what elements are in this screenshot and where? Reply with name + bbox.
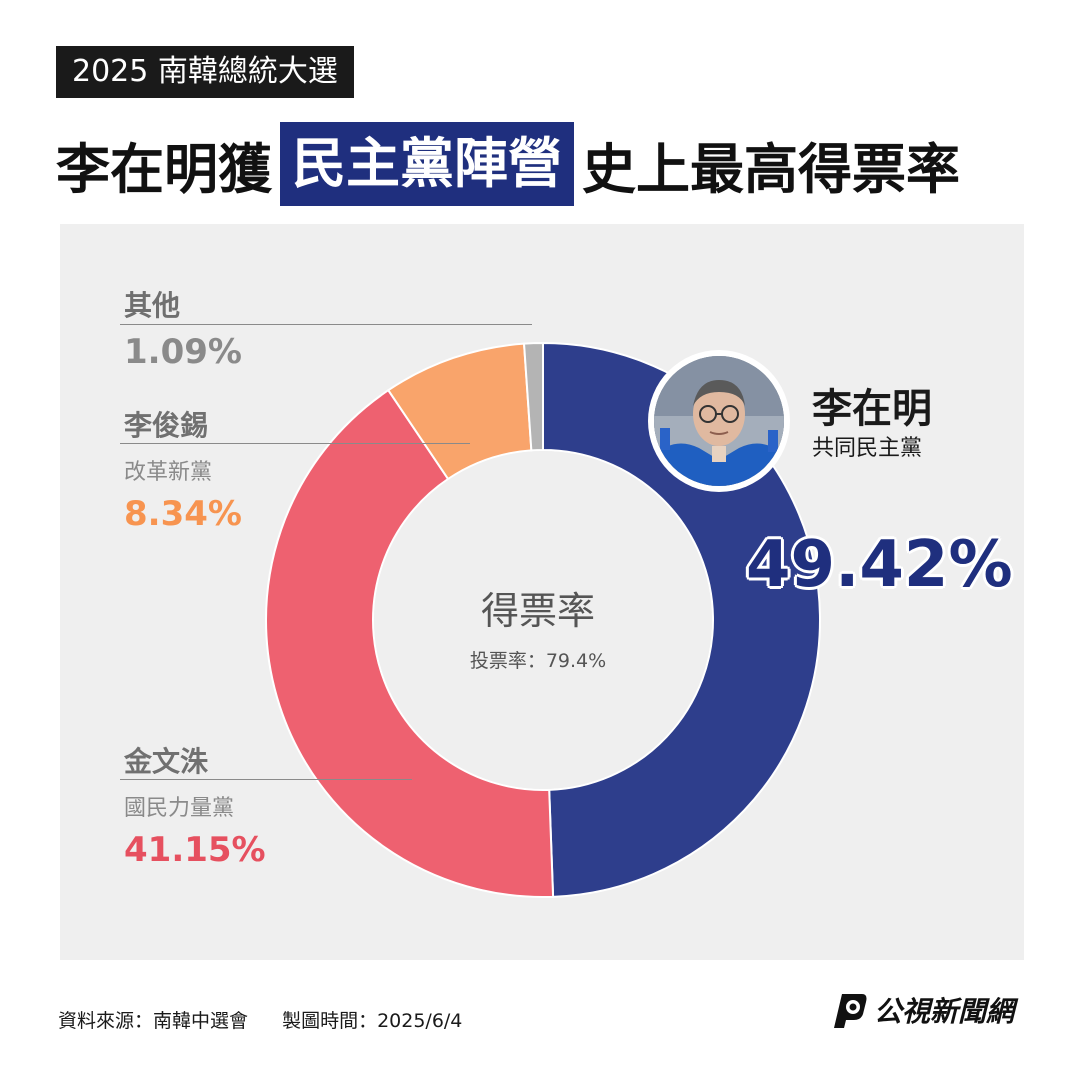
leader-line-lee-jun-seok: [120, 443, 470, 444]
label-kim-moon-soo-party: 國民力量黨: [124, 796, 235, 821]
pts-news-logo: 公視新聞網: [828, 990, 1014, 1030]
label-others-name: 其他: [124, 289, 181, 322]
donut-center-title: 得票率: [480, 589, 595, 633]
headline-highlight: 民主黨陣營: [280, 122, 574, 206]
label-lee-jae-myung-party: 共同民主黨: [812, 436, 923, 461]
portrait-image: [654, 356, 784, 486]
label-lee-jae-myung-name: 李在明: [812, 386, 932, 432]
source-note: 資料來源：南韓中選會: [58, 1010, 249, 1032]
lee-jae-myung-photo: [648, 350, 790, 492]
headline-pre: 李在明獲: [56, 137, 272, 201]
pts-logo-icon: [834, 994, 867, 1028]
donut-hole: [374, 451, 712, 789]
label-others-pct: 1.09%: [124, 332, 242, 372]
donut-slice-金文洙: [265, 388, 555, 898]
made-date-note: 製圖時間：2025/6/4: [282, 1010, 463, 1032]
label-lee-jae-myung-pct: 49.42%: [746, 528, 1013, 602]
label-kim-moon-soo-pct: 41.15%: [124, 830, 266, 870]
label-kim-moon-soo-name: 金文洙: [124, 745, 209, 778]
leader-line-kim-moon-soo: [120, 779, 412, 780]
headline-post: 史上最高得票率: [582, 137, 960, 201]
label-lee-jun-seok-name: 李俊錫: [124, 409, 209, 442]
label-lee-jun-seok-party: 改革新黨: [124, 460, 213, 485]
headline: 李在明獲 民主黨陣營 史上最高得票率: [56, 122, 960, 206]
footer: 資料來源：南韓中選會 製圖時間：2025/6/4: [58, 1006, 462, 1033]
donut-slice-其他: [522, 341, 544, 452]
logo-text: 公視新聞網: [874, 995, 1015, 1028]
donut-center-turnout: 投票率：79.4%: [469, 650, 607, 672]
topic-tag: 2025 南韓總統大選: [56, 46, 354, 98]
label-lee-jun-seok-pct: 8.34%: [124, 494, 242, 534]
leader-line-others: [120, 324, 532, 325]
